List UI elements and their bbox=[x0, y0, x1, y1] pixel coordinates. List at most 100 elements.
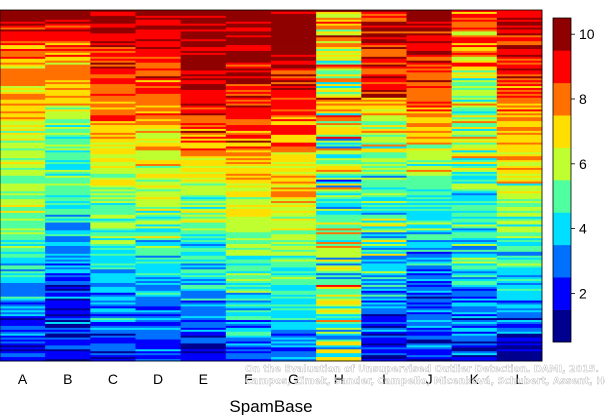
heatmap-cell bbox=[316, 47, 362, 50]
heatmap-cell bbox=[271, 72, 317, 75]
heatmap-cell bbox=[406, 50, 453, 54]
heatmap-cell bbox=[135, 123, 182, 126]
heatmap-cell bbox=[45, 29, 91, 32]
heatmap-cell bbox=[316, 80, 362, 83]
heatmap-cell bbox=[135, 302, 182, 305]
heatmap-cell bbox=[225, 181, 272, 184]
heatmap-cell bbox=[135, 146, 182, 149]
heatmap-cell bbox=[361, 140, 407, 143]
heatmap-cell bbox=[180, 277, 227, 280]
heatmap-cell bbox=[180, 127, 227, 130]
heatmap-cell bbox=[90, 290, 136, 294]
heatmap-cell bbox=[90, 341, 136, 344]
heatmap-cell bbox=[451, 162, 498, 165]
heatmap-cell bbox=[271, 323, 317, 327]
heatmap-cell bbox=[0, 37, 46, 40]
heatmap-cell bbox=[90, 275, 136, 278]
heatmap-cell bbox=[135, 226, 182, 229]
heatmap-cell bbox=[496, 329, 543, 333]
heatmap-cell bbox=[406, 220, 453, 223]
heatmap-cell bbox=[225, 169, 272, 173]
heatmap-cell bbox=[225, 54, 272, 58]
heatmap-cell bbox=[451, 298, 498, 301]
heatmap-cell bbox=[361, 228, 407, 231]
heatmap-cell bbox=[225, 273, 272, 276]
heatmap-cell bbox=[406, 355, 453, 358]
heatmap-cell bbox=[406, 97, 453, 101]
heatmap-cell bbox=[90, 216, 136, 220]
x-tick-label: F bbox=[244, 371, 253, 387]
heatmap-cell bbox=[45, 39, 91, 42]
heatmap-cell bbox=[45, 269, 91, 272]
heatmap-cell bbox=[45, 95, 91, 99]
heatmap-cell bbox=[180, 56, 227, 60]
heatmap-cell bbox=[496, 206, 543, 210]
heatmap-cell bbox=[225, 316, 272, 319]
heatmap-cell bbox=[496, 179, 543, 182]
heatmap-cell bbox=[0, 283, 46, 286]
heatmap-cell bbox=[496, 117, 543, 120]
heatmap-cell bbox=[180, 267, 227, 270]
heatmap-cell bbox=[180, 167, 227, 171]
heatmap-cell bbox=[271, 167, 317, 171]
heatmap-cell bbox=[90, 47, 136, 50]
heatmap-cell bbox=[45, 277, 91, 280]
heatmap-cell bbox=[90, 140, 136, 143]
heatmap-cell bbox=[135, 93, 182, 97]
heatmap-cell bbox=[496, 218, 543, 221]
heatmap-cell bbox=[271, 64, 317, 67]
heatmap-cell bbox=[496, 244, 543, 247]
heatmap-cell bbox=[361, 234, 407, 237]
heatmap-cell bbox=[135, 150, 182, 153]
heatmap-cell bbox=[361, 308, 407, 311]
heatmap-cell bbox=[406, 144, 453, 147]
heatmap-cell bbox=[361, 341, 407, 344]
heatmap-cell bbox=[406, 173, 453, 177]
heatmap-cell bbox=[271, 247, 317, 251]
heatmap-cell bbox=[225, 236, 272, 239]
heatmap-cell bbox=[451, 185, 498, 188]
heatmap-cell bbox=[361, 302, 407, 305]
heatmap-cell bbox=[225, 306, 272, 309]
heatmap-cell bbox=[271, 226, 317, 229]
heatmap-cell bbox=[90, 322, 136, 325]
heatmap-cell bbox=[180, 247, 227, 251]
heatmap-cell bbox=[45, 234, 91, 237]
heatmap-cell bbox=[361, 27, 407, 30]
heatmap-cell bbox=[361, 314, 407, 317]
heatmap-cell bbox=[135, 60, 182, 64]
heatmap-cell bbox=[45, 93, 91, 97]
heatmap-cell bbox=[271, 230, 317, 233]
heatmap-cell bbox=[225, 220, 272, 223]
heatmap-cell bbox=[135, 82, 182, 85]
heatmap-cell bbox=[90, 271, 136, 274]
heatmap-cell bbox=[225, 173, 272, 177]
heatmap-cell bbox=[225, 86, 272, 89]
heatmap-cell bbox=[271, 189, 317, 192]
heatmap-cell bbox=[90, 99, 136, 103]
heatmap-cell bbox=[406, 316, 453, 319]
heatmap-cell bbox=[45, 339, 91, 342]
heatmap-cell bbox=[90, 201, 136, 204]
heatmap-cell bbox=[406, 279, 453, 282]
heatmap-cell bbox=[271, 286, 317, 290]
heatmap-cell bbox=[180, 349, 227, 352]
heatmap-cell bbox=[225, 343, 272, 346]
heatmap-cell bbox=[271, 224, 317, 227]
heatmap-cell bbox=[451, 283, 498, 286]
heatmap-cell bbox=[90, 230, 136, 233]
heatmap-cell bbox=[180, 95, 227, 99]
heatmap-cell bbox=[271, 140, 317, 143]
colorbar-segment bbox=[553, 180, 571, 213]
heatmap-cell bbox=[496, 212, 543, 216]
heatmap-cell bbox=[316, 355, 362, 358]
heatmap-cell bbox=[180, 25, 227, 28]
heatmap-cell bbox=[406, 269, 453, 272]
heatmap-cell bbox=[90, 136, 136, 140]
heatmap-cell bbox=[0, 127, 46, 130]
heatmap-cell bbox=[180, 284, 227, 288]
heatmap-cell bbox=[271, 195, 317, 198]
heatmap-cell bbox=[90, 169, 136, 173]
heatmap-cell bbox=[0, 329, 46, 333]
heatmap-cell bbox=[45, 173, 91, 177]
